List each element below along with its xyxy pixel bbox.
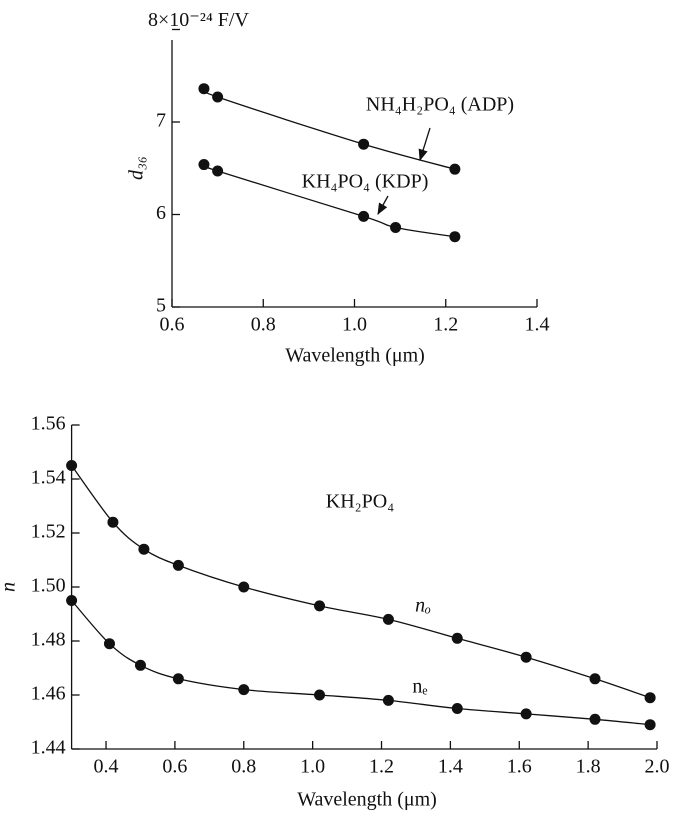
series-line [71, 600, 651, 726]
series-label: KH₄PO₄ (KDP) [302, 171, 429, 193]
y-axis-label: d₃₆ [126, 156, 148, 180]
point [172, 559, 184, 571]
y-tick-label: 6 [156, 202, 166, 224]
point [66, 595, 78, 606]
x-tick-label: 1.8 [576, 756, 601, 778]
point [66, 460, 78, 471]
point [589, 673, 601, 685]
point [451, 703, 463, 714]
point [212, 91, 224, 103]
series-label: nₒ [415, 595, 431, 617]
y-tick-label: 1.50 [31, 575, 66, 597]
point [198, 159, 210, 171]
point [107, 516, 119, 528]
arrow [377, 195, 389, 216]
y-tick-label: 1.48 [31, 629, 66, 651]
point [520, 708, 532, 720]
point [238, 581, 250, 593]
point [449, 163, 461, 175]
y-tick-label: 7 [156, 110, 166, 132]
point [198, 83, 210, 95]
x-tick-label: 1.4 [438, 756, 463, 778]
point [390, 221, 402, 233]
x-tick-label: 1.0 [342, 314, 367, 336]
x-tick-label: 0.8 [251, 314, 276, 336]
series-label: NH₄H₂PO₄ (ADP) [366, 94, 514, 116]
y-tick-label: 1.46 [31, 683, 66, 705]
point [382, 613, 394, 625]
x-tick-label: 2.0 [645, 756, 670, 778]
point [520, 651, 532, 663]
y-tick-label: 1.56 [31, 413, 66, 435]
point [449, 231, 461, 243]
point [134, 659, 146, 671]
point [103, 638, 115, 650]
arrow [418, 127, 431, 162]
point [451, 632, 463, 644]
x-tick-label: 0.4 [94, 756, 119, 778]
point [314, 689, 326, 701]
x-tick-label: 0.6 [160, 314, 185, 336]
x-tick-label: 1.2 [369, 756, 394, 778]
y-axis-label: n [0, 582, 20, 592]
y-tick-label: 1.52 [31, 521, 66, 543]
series-label: nₑ [412, 676, 427, 698]
y-tick-label: 5 [156, 295, 166, 317]
y-tick-label: 1.54 [31, 467, 66, 489]
y-tick-label: 8×10⁻²⁴ F/V [148, 9, 249, 31]
point [589, 713, 601, 725]
x-axis-label: Wavelength (μm) [285, 345, 425, 367]
point [212, 165, 224, 177]
y-tick-label: 1.44 [31, 737, 66, 759]
annotation: KH₂PO₄ [326, 491, 394, 513]
x-tick-label: 0.8 [231, 756, 256, 778]
x-tick-label: 1.2 [433, 314, 458, 336]
x-axis-label: Wavelength (μm) [297, 789, 437, 811]
x-tick-label: 1.6 [507, 756, 532, 778]
point [358, 210, 370, 222]
point [314, 600, 326, 612]
point [644, 692, 656, 704]
point [238, 684, 250, 696]
x-tick-label: 1.4 [525, 314, 550, 336]
point [172, 673, 184, 685]
point [138, 543, 150, 555]
x-tick-label: 1.0 [300, 756, 325, 778]
point [382, 694, 394, 706]
x-tick-label: 0.6 [162, 756, 187, 778]
point [358, 138, 370, 150]
point [644, 719, 656, 731]
